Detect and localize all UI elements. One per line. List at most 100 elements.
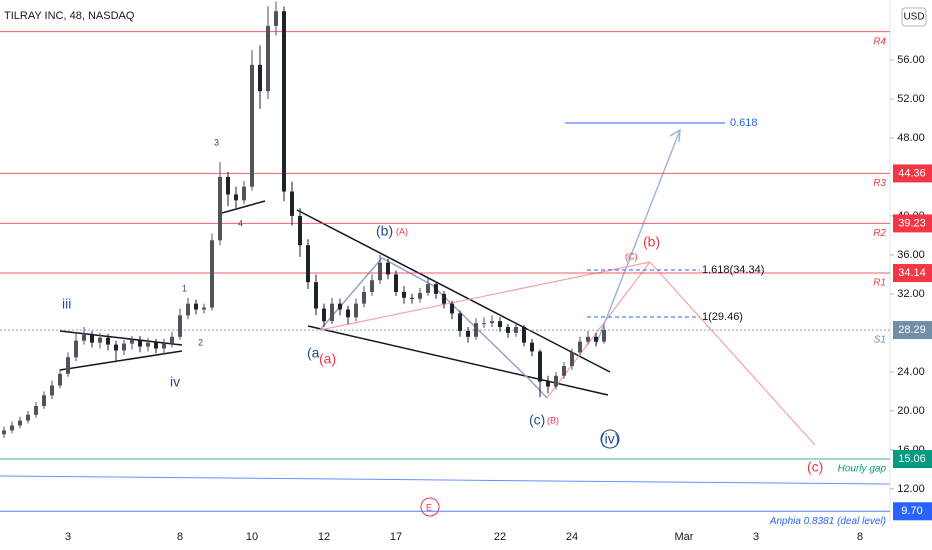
- level-name: R3: [873, 178, 886, 189]
- candle-body: [330, 303, 334, 322]
- candle-body: [274, 11, 278, 26]
- candle-body: [306, 245, 310, 283]
- candle-body: [234, 194, 238, 201]
- price-label: 39.23: [898, 217, 926, 229]
- wave-label: (c): [529, 412, 545, 428]
- candle-body: [530, 342, 534, 352]
- candle-body: [586, 336, 590, 342]
- x-tick-label: 12: [318, 531, 330, 543]
- candle-body: [58, 373, 62, 386]
- candle-body: [66, 357, 70, 374]
- candle-body: [474, 323, 478, 337]
- candle-body: [170, 336, 174, 344]
- x-tick-label: 24: [566, 531, 578, 543]
- wave-label: (c): [807, 459, 823, 475]
- candle-body: [18, 420, 22, 426]
- candle-body: [514, 327, 518, 333]
- price-label: 15.06: [898, 453, 926, 465]
- candle-body: [562, 366, 566, 376]
- price-box: [893, 502, 932, 521]
- candle-body: [50, 385, 54, 396]
- price-box: [893, 321, 932, 340]
- candle-body: [138, 339, 142, 347]
- candle-body: [258, 64, 262, 92]
- wave-label: (b): [643, 234, 660, 250]
- x-tick-label: 22: [494, 531, 506, 543]
- y-tick-label: 52.00: [897, 93, 925, 105]
- candle-body: [394, 274, 398, 292]
- wave-label: (A): [396, 226, 408, 236]
- level-name: Hourly gap: [838, 464, 887, 475]
- candle-body: [362, 291, 366, 304]
- candle-body: [434, 284, 438, 294]
- price-label: 9.70: [901, 505, 922, 517]
- price-box: [893, 264, 932, 283]
- candle-body: [410, 297, 414, 299]
- y-tick-label: 36.00: [897, 249, 925, 261]
- x-tick-label: 3: [65, 531, 71, 543]
- candle-body: [314, 282, 318, 309]
- wave-label: (b): [376, 223, 393, 239]
- candle-body: [90, 334, 94, 343]
- candle-body: [538, 351, 542, 382]
- y-tick-label: 12.00: [897, 483, 925, 495]
- fib-label: 1.618(34.34): [702, 264, 764, 276]
- wave-label: iv: [170, 374, 180, 390]
- candle-body: [378, 262, 382, 281]
- candle-body: [298, 215, 302, 246]
- candle-body: [602, 329, 606, 342]
- candle-body: [370, 280, 374, 292]
- candle-body: [2, 430, 6, 435]
- candle-body: [426, 284, 430, 293]
- candle-body: [498, 321, 502, 328]
- wedge-line: [296, 209, 611, 373]
- candle-body: [154, 342, 158, 349]
- candle-body: [210, 240, 214, 308]
- trend-line: [0, 475, 891, 485]
- y-tick-label: 32.00: [897, 288, 925, 300]
- price-box: [893, 450, 932, 469]
- triangle-line: [59, 330, 183, 346]
- candle-body: [42, 395, 46, 406]
- price-box: [893, 164, 932, 183]
- candle-body: [338, 303, 342, 310]
- candle-body: [178, 315, 182, 337]
- candle-body: [418, 292, 422, 299]
- fib-label: 1(29.46): [702, 311, 743, 323]
- wave-label: (a: [307, 345, 320, 361]
- level-name: Anphia 0.8381 (deal level): [769, 516, 886, 527]
- candle-body: [282, 11, 286, 192]
- wave-label: iii: [62, 296, 71, 312]
- fib-label: 0.618: [730, 117, 758, 129]
- y-tick-label: 20.00: [897, 405, 925, 417]
- wave-label: (iv): [600, 431, 619, 447]
- wave-label: (a): [319, 351, 336, 367]
- triangle-line: [59, 350, 183, 371]
- arrow-head: [669, 128, 681, 143]
- candle-body: [226, 176, 230, 195]
- price-label: 44.36: [898, 167, 926, 179]
- projection-arrow: [595, 129, 681, 346]
- candle-body: [554, 375, 558, 387]
- candle-body: [466, 330, 470, 337]
- symbol-header: TILRAY INC, 48, NASDAQ: [4, 10, 135, 22]
- wave-label: 4: [238, 218, 243, 228]
- x-tick-label: 8: [177, 531, 183, 543]
- level-name: R4: [873, 36, 886, 47]
- candle-body: [82, 334, 86, 341]
- currency: USD: [903, 12, 924, 23]
- wave-path: [319, 257, 548, 399]
- y-tick-label: 48.00: [897, 132, 925, 144]
- candle-body: [522, 327, 526, 343]
- candle-body: [106, 337, 110, 345]
- candle-body: [322, 308, 326, 322]
- candle-body: [506, 327, 510, 333]
- candle-body: [386, 262, 390, 275]
- price-box: [893, 214, 932, 233]
- candle-body: [458, 313, 462, 331]
- candle-body: [114, 344, 118, 351]
- wave-label: E: [426, 502, 432, 512]
- y-tick-label: 56.00: [897, 54, 925, 66]
- candle-body: [450, 303, 454, 314]
